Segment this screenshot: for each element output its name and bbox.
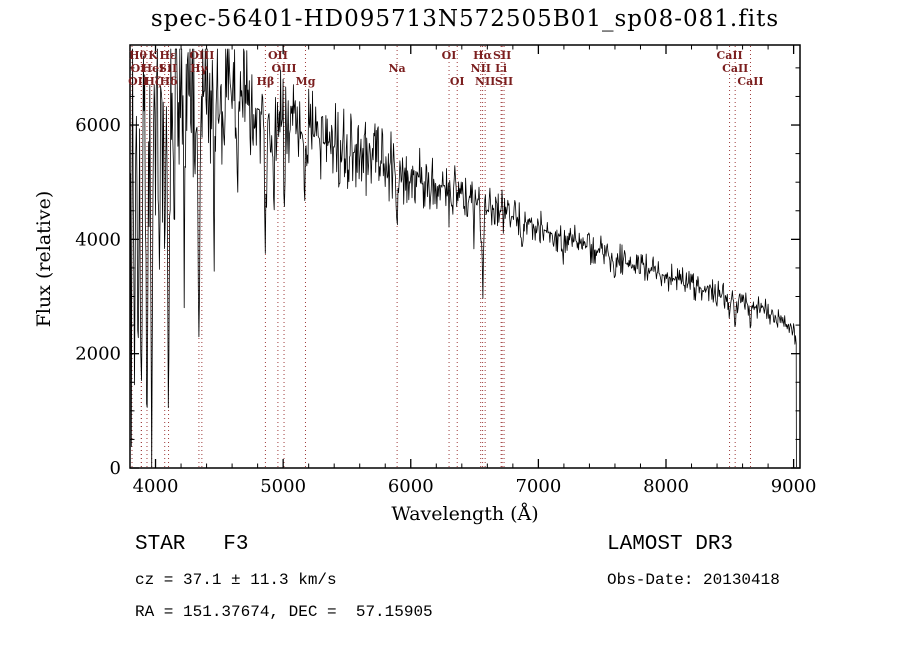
svg-text:OI: OI <box>450 75 465 88</box>
survey-release: LAMOST DR3 <box>607 533 734 556</box>
svg-text:6000: 6000 <box>388 476 434 497</box>
svg-text:Hθ: Hθ <box>129 49 147 62</box>
svg-text:K: K <box>148 49 158 62</box>
svg-text:0: 0 <box>110 458 121 479</box>
svg-text:2000: 2000 <box>75 344 121 365</box>
svg-text:CaII: CaII <box>722 62 748 75</box>
svg-text:7000: 7000 <box>515 476 561 497</box>
svg-text:OIII: OIII <box>272 62 297 75</box>
svg-text:4000: 4000 <box>75 229 121 250</box>
svg-text:Li: Li <box>495 62 507 75</box>
svg-text:9000: 9000 <box>771 476 817 497</box>
svg-text:OI: OI <box>131 62 146 75</box>
svg-text:6000: 6000 <box>75 115 121 136</box>
svg-text:OIII: OIII <box>189 49 214 62</box>
svg-text:4000: 4000 <box>133 476 179 497</box>
svg-text:Hα: Hα <box>473 49 492 62</box>
svg-text:HeI: HeI <box>142 62 165 75</box>
svg-text:OI: OI <box>442 49 457 62</box>
svg-text:NII: NII <box>475 75 495 88</box>
svg-text:NII: NII <box>471 62 491 75</box>
ra-dec: RA = 151.37674, DEC = 57.15905 <box>135 603 433 621</box>
svg-text:SII: SII <box>159 62 177 75</box>
svg-text:Na: Na <box>389 62 406 75</box>
svg-text:CaII: CaII <box>716 49 742 62</box>
svg-text:OII: OII <box>268 49 288 62</box>
svg-text:Hβ: Hβ <box>257 75 275 88</box>
svg-text:Hε: Hε <box>159 49 176 62</box>
svg-text:8000: 8000 <box>643 476 689 497</box>
svg-text:SII: SII <box>495 75 513 88</box>
svg-text:CaII: CaII <box>737 75 763 88</box>
svg-text:SII: SII <box>493 49 511 62</box>
svg-text:OII: OII <box>128 75 148 88</box>
plot-title: spec-56401-HD095713N572505B01_sp08-081.f… <box>150 6 780 32</box>
object-classification: STAR F3 <box>135 533 249 556</box>
cz-velocity: cz = 37.1 ± 11.3 km/s <box>135 571 337 589</box>
obs-date: Obs-Date: 20130418 <box>607 571 780 589</box>
svg-text:Mg: Mg <box>296 75 316 88</box>
svg-text:Hδ: Hδ <box>160 75 178 88</box>
svg-text:5000: 5000 <box>260 476 306 497</box>
svg-text:Hγ: Hγ <box>190 62 208 75</box>
svg-text:Hζ: Hζ <box>145 75 162 88</box>
x-axis-label: Wavelength (Å) <box>391 503 539 525</box>
